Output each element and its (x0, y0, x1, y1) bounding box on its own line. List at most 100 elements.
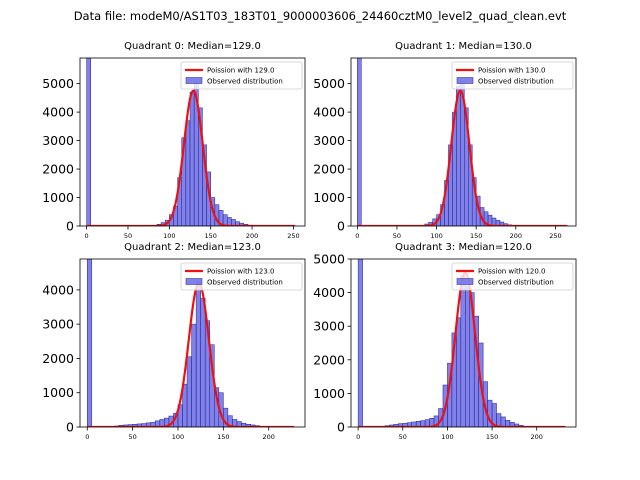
legend-box (180, 61, 303, 90)
x-tick-label: 100 (163, 232, 175, 240)
plot-area (87, 259, 295, 427)
x-tick-label: 0 (356, 433, 360, 441)
y-tick-label: 3000 (42, 317, 74, 332)
y-tick-label: 1000 (42, 385, 74, 400)
poisson-fit-line (87, 281, 295, 427)
legend-box (451, 61, 574, 90)
y-tick-label: 0 (337, 219, 345, 234)
quadrant-0-panel: Quadrant 0: Median=129.00100020003000400… (42, 41, 306, 240)
legend-bar-label: Observed distribution (207, 279, 283, 287)
histogram-bar (186, 356, 192, 427)
histogram-bar (195, 281, 201, 427)
legend: Poission with 123.0 Observed distribution (180, 262, 303, 291)
axes-frame (350, 258, 577, 428)
y-tick-label: 3000 (313, 319, 345, 334)
legend: Poission with 130.0 Observed distribution (451, 61, 574, 90)
legend-bar-swatch (185, 278, 203, 285)
histogram-bar (357, 58, 362, 226)
x-tick-label: 50 (393, 232, 401, 240)
y-tick-label: 1000 (313, 190, 345, 205)
histogram-bar (456, 86, 461, 226)
y-tick-label: 4000 (313, 105, 345, 120)
histogram-bar (191, 323, 197, 427)
legend-bar-swatch (456, 77, 474, 84)
y-tick-label: 5000 (313, 76, 345, 91)
histogram-bar (200, 298, 206, 427)
legend-bar-label: Observed distribution (207, 78, 283, 86)
legend: Poission with 120.0 Observed distribution (451, 262, 574, 291)
y-tick-label: 0 (66, 219, 74, 234)
x-tick-label: 200 (531, 433, 543, 441)
x-tick-label: 200 (246, 232, 258, 240)
x-tick-label: 0 (355, 232, 359, 240)
legend-fit-label: Poission with 123.0 (207, 268, 275, 276)
x-tick-label: 50 (128, 433, 136, 441)
axes-frame (79, 258, 306, 428)
axes-frame (79, 57, 306, 227)
legend: Poission with 129.0 Observed distribution (180, 61, 303, 90)
histogram-bar (500, 416, 506, 427)
histogram-bar (87, 259, 93, 427)
panel-title: Quadrant 3: Median=120.0 (395, 242, 532, 253)
histogram-bar (460, 275, 466, 427)
x-tick-label: 0 (85, 232, 89, 240)
histogram-bar (456, 317, 462, 427)
poisson-fit-line (86, 89, 296, 226)
x-tick-label: 250 (549, 232, 561, 240)
quadrant-3-panel: Quadrant 3: Median=120.00100020003000400… (313, 242, 577, 441)
legend-bar-label: Observed distribution (478, 279, 554, 287)
legend-bar-swatch (185, 77, 203, 84)
x-tick-label: 100 (441, 433, 453, 441)
panel-title: Quadrant 1: Median=130.0 (395, 41, 532, 52)
panel-title: Quadrant 0: Median=129.0 (124, 41, 261, 52)
y-tick-label: 0 (66, 420, 74, 435)
histogram-bar (357, 259, 363, 427)
x-tick-label: 100 (430, 232, 442, 240)
y-tick-label: 5000 (313, 252, 345, 267)
quadrant-1-panel: Quadrant 1: Median=130.00100020003000400… (313, 41, 577, 240)
axes-frame (350, 57, 577, 227)
panel-title: Quadrant 2: Median=123.0 (124, 242, 261, 253)
x-tick-label: 0 (85, 433, 89, 441)
histogram-bar (496, 413, 502, 427)
x-tick-label: 150 (486, 433, 498, 441)
y-tick-label: 1000 (313, 386, 345, 401)
legend-fit-label: Poission with 129.0 (207, 67, 275, 75)
histogram-bar (226, 217, 232, 226)
y-tick-label: 3000 (313, 133, 345, 148)
y-tick-label: 2000 (42, 351, 74, 366)
y-tick-label: 0 (337, 420, 345, 435)
plot-area (86, 58, 296, 226)
x-tick-label: 250 (287, 232, 299, 240)
y-tick-label: 3000 (42, 133, 74, 148)
histogram-bar (465, 285, 470, 427)
x-tick-label: 50 (399, 433, 407, 441)
legend-fit-label: Poission with 120.0 (478, 268, 546, 276)
y-tick-label: 4000 (313, 285, 345, 300)
figure-suptitle: Data file: modeM0/AS1T03_183T01_90000036… (74, 9, 567, 23)
plot-area (357, 58, 568, 226)
x-tick-label: 150 (204, 232, 216, 240)
y-tick-label: 5000 (42, 76, 74, 91)
x-tick-label: 50 (124, 232, 132, 240)
x-tick-label: 150 (470, 232, 482, 240)
histogram-bar (189, 91, 195, 226)
histogram-bar (86, 58, 92, 226)
y-tick-label: 4000 (42, 282, 74, 297)
y-tick-label: 2000 (313, 352, 345, 367)
histogram-bar (185, 120, 191, 226)
x-tick-label: 200 (262, 433, 274, 441)
legend-box (180, 262, 303, 291)
x-tick-label: 150 (217, 433, 229, 441)
x-tick-label: 100 (172, 433, 184, 441)
poisson-fit-line (357, 89, 568, 226)
legend-box (451, 262, 574, 291)
legend-fit-label: Poission with 130.0 (478, 67, 546, 75)
quadrant-2-panel: Quadrant 2: Median=123.00100020003000400… (42, 242, 306, 441)
y-tick-label: 2000 (42, 162, 74, 177)
legend-bar-label: Observed distribution (478, 78, 554, 86)
y-tick-label: 4000 (42, 105, 74, 120)
y-tick-label: 1000 (42, 190, 74, 205)
y-tick-label: 2000 (313, 162, 345, 177)
